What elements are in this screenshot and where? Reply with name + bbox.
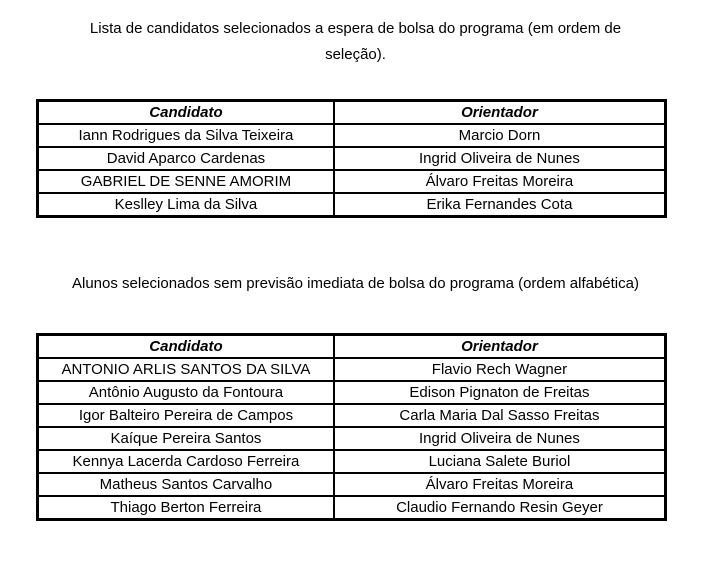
table-cell: Ingrid Oliveira de Nunes (332, 146, 667, 171)
table-cell: Edison Pignaton de Freitas (332, 380, 667, 405)
header-row: Candidato Orientador (36, 333, 667, 359)
table-row: Matheus Santos Carvalho Álvaro Freitas Mo… (36, 472, 667, 497)
table-row: Igor Balteiro Pereira de Campos Carla Mar… (36, 403, 667, 428)
section-title-waitlist: Lista de candidatos selecionados a esper… (0, 16, 711, 68)
table-row: Kaíque Pereira Santos Ingrid Oliveira de … (36, 426, 667, 451)
table-cell: Thiago Berton Ferreira (36, 495, 335, 521)
table-row: Keslley Lima da Silva Erika Fernandes Cot… (36, 192, 667, 218)
table-cell: Flavio Rech Wagner (332, 357, 667, 382)
table-cell: David Aparco Cardenas (36, 146, 335, 171)
table-cell: Igor Balteiro Pereira de Campos (36, 403, 335, 428)
table-cell: Iann Rodrigues da Silva Teixeira (36, 123, 335, 148)
header-row: Candidato Orientador (36, 99, 667, 125)
table-cell: Luciana Salete Buriol (332, 449, 667, 474)
title-line: Alunos selecionados sem previsão imediat… (72, 275, 639, 292)
column-header: Candidato (36, 99, 335, 125)
table-row: Antônio Augusto da Fontoura Edison Pignat… (36, 380, 667, 405)
table-row: Iann Rodrigues da Silva Teixeira Marcio D… (36, 123, 667, 148)
table-cell: Matheus Santos Carvalho (36, 472, 335, 497)
column-header: Orientador (332, 333, 667, 359)
table-cell: Kaíque Pereira Santos (36, 426, 335, 451)
no-scholarship-table: Candidato Orientador ANTONIO ARLIS SANTOS … (36, 333, 667, 521)
column-header: Orientador (332, 99, 667, 125)
table-row: David Aparco Cardenas Ingrid Oliveira de … (36, 146, 667, 171)
table-cell: Kennya Lacerda Cardoso Ferreira (36, 449, 335, 474)
table-row: Thiago Berton Ferreira Claudio Fernando R… (36, 495, 667, 521)
waitlist-table: Candidato Orientador Iann Rodrigues da Sil… (36, 99, 667, 218)
title-line: seleção). (325, 46, 386, 63)
table-row: Kennya Lacerda Cardoso Ferreira Luciana S… (36, 449, 667, 474)
column-header: Candidato (36, 333, 335, 359)
table-cell: Álvaro Freitas Moreira (332, 472, 667, 497)
table-cell: GABRIEL DE SENNE AMORIM (36, 169, 335, 194)
table-cell: Keslley Lima da Silva (36, 192, 335, 218)
table-cell: Carla Maria Dal Sasso Freitas (332, 403, 667, 428)
table-cell: Álvaro Freitas Moreira (332, 169, 667, 194)
table-row: GABRIEL DE SENNE AMORIM Álvaro Freitas Mo… (36, 169, 667, 194)
section-title-no-scholarship: Alunos selecionados sem previsão imediat… (0, 271, 711, 297)
table-cell: Marcio Dorn (332, 123, 667, 148)
table-cell: ANTONIO ARLIS SANTOS DA SILVA (36, 357, 335, 382)
title-line: Lista de candidatos selecionados a esper… (89, 20, 622, 37)
table-row: ANTONIO ARLIS SANTOS DA SILVA Flavio Rech… (36, 357, 667, 382)
table-cell: Antônio Augusto da Fontoura (36, 380, 335, 405)
table-cell: Erika Fernandes Cota (332, 192, 667, 218)
table-cell: Ingrid Oliveira de Nunes (332, 426, 667, 451)
table-cell: Claudio Fernando Resin Geyer (332, 495, 667, 521)
